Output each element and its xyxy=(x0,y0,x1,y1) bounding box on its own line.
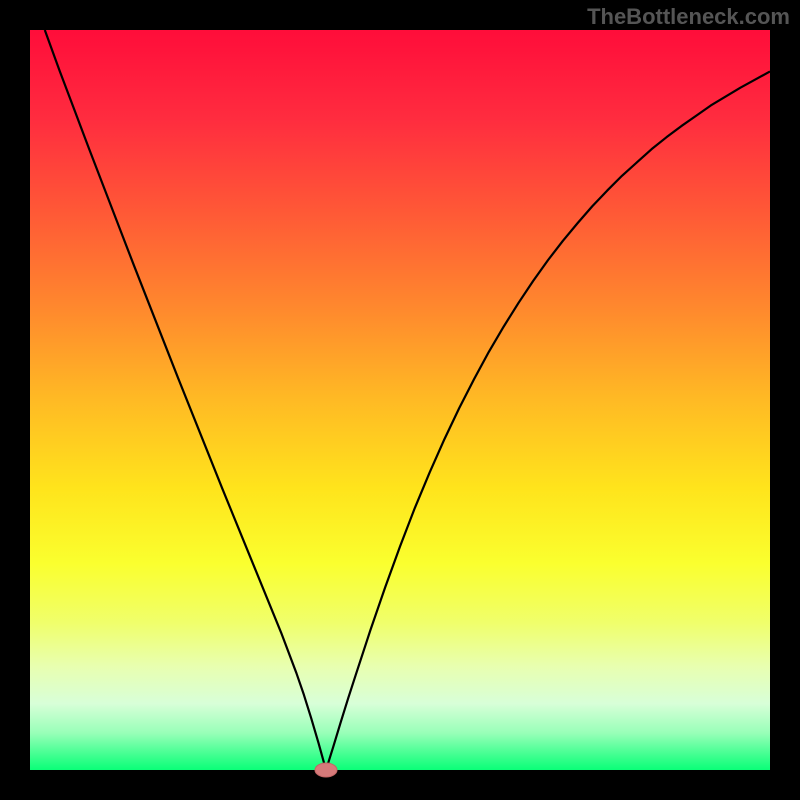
watermark-text: TheBottleneck.com xyxy=(587,4,790,30)
plot-area xyxy=(30,30,770,770)
chart-container: TheBottleneck.com xyxy=(0,0,800,800)
bottleneck-chart xyxy=(0,0,800,800)
optimal-point-marker xyxy=(315,763,337,777)
